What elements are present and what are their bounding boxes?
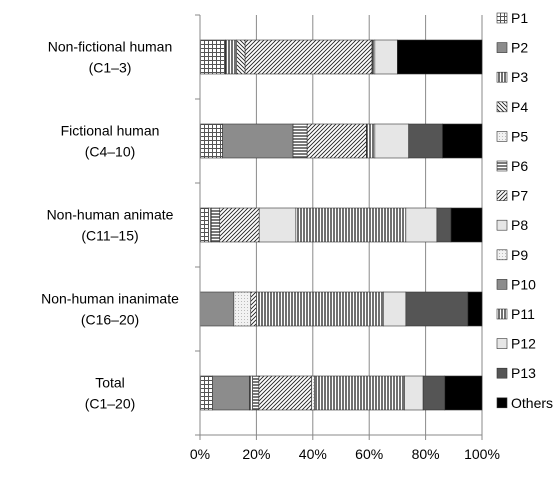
bar-segment-p8-cat3 <box>258 207 297 243</box>
bar-segment-p1-cat3 <box>199 207 209 243</box>
bar-segment-p6-cat5 <box>252 375 260 411</box>
category-label: Non-human animate <box>47 207 174 223</box>
x-tick-label: 40% <box>299 446 327 462</box>
bar-segment-p6-cat3 <box>210 207 221 243</box>
bar-segment-p3-cat5 <box>249 375 253 411</box>
bar-segment-p11-cat1 <box>371 39 376 75</box>
bar-segment-p11-cat3 <box>295 207 407 243</box>
legend-swatch-p11 <box>496 308 508 320</box>
bar-segment-p9-cat5 <box>311 375 315 411</box>
bar-segment-p3-cat1 <box>225 39 237 75</box>
bar-segment-p11-cat4 <box>256 291 384 327</box>
legend-swatch-p9 <box>496 249 508 261</box>
bar-segment-others-cat1 <box>397 39 483 75</box>
category-label: Fictional human <box>61 123 160 139</box>
legend-label-p9: P9 <box>511 247 528 263</box>
bar-segment-p13-cat5 <box>422 375 446 411</box>
legend-label-p2: P2 <box>511 40 528 56</box>
bar-segment-p12-cat5 <box>404 375 424 411</box>
legend-label-p11: P11 <box>511 306 535 322</box>
legend-label-p12: P12 <box>511 336 536 352</box>
category-label: Non-fictional human <box>48 39 173 55</box>
bar-segment-p7-cat4 <box>250 291 257 327</box>
bar-segment-others-cat3 <box>450 207 483 243</box>
bar-segment-p6-cat2 <box>292 123 308 159</box>
bar-segment-others-cat4 <box>467 291 483 327</box>
legend-label-p4: P4 <box>511 99 528 115</box>
axes <box>195 14 483 440</box>
bar-segment-p7-cat3 <box>219 207 260 243</box>
bar-segment-p1-cat1 <box>199 39 226 75</box>
category-label: (C1–20) <box>85 396 136 412</box>
bar-segment-p7-cat1 <box>244 39 373 75</box>
legend-label-others: Others <box>511 395 553 411</box>
category-label: (C16–20) <box>81 312 139 328</box>
bar-segment-p11-cat2 <box>366 123 376 159</box>
category-label: (C11–15) <box>81 228 138 244</box>
legend-swatch-p1 <box>496 12 508 24</box>
legend-label-p6: P6 <box>511 158 528 174</box>
bar-segment-p12-cat4 <box>382 291 407 327</box>
bar-segment-p1-cat2 <box>199 123 223 159</box>
legend-label-p5: P5 <box>511 128 528 144</box>
bar-segment-p13-cat4 <box>405 291 469 327</box>
bar-segment-p1-cat5 <box>199 375 213 411</box>
category-label: Total <box>95 375 125 391</box>
legend-swatch-p10 <box>496 279 508 290</box>
category-label: (C1–3) <box>89 60 132 76</box>
legend-swatch-p13 <box>496 367 508 379</box>
x-tick-labels: 0% 20% 40% 60% 80% 100% <box>190 446 500 462</box>
bar-segment-p2-cat4 <box>199 291 235 327</box>
category-label: (C4–10) <box>85 144 136 160</box>
bar-segment-p12-cat1 <box>374 39 398 75</box>
legend-swatch-others <box>496 397 508 409</box>
legend-label-p3: P3 <box>511 69 528 85</box>
legend: P1 P2 P3 P4 P5 P6 P7 P8 P9 P10 P11 P12 P13 Others <box>496 10 553 411</box>
x-tick-label: 20% <box>242 446 270 462</box>
legend-label-p13: P13 <box>511 365 536 381</box>
category-label: Non-human inanimate <box>41 291 179 307</box>
bar-segment-p3-cat3 <box>208 207 212 243</box>
legend-swatch-p6 <box>496 160 508 172</box>
bar-segment-others-cat2 <box>442 123 483 159</box>
bar-segment-p13-cat3 <box>436 207 452 243</box>
x-tick-label: 100% <box>464 446 500 462</box>
legend-swatch-p8 <box>496 219 508 231</box>
legend-swatch-p2 <box>496 42 508 53</box>
legend-label-p1: P1 <box>511 10 528 26</box>
bars <box>199 39 483 411</box>
x-tick-label: 60% <box>355 446 383 462</box>
legend-label-p7: P7 <box>511 188 528 204</box>
bar-segment-p12-cat3 <box>405 207 438 243</box>
bar-segment-p12-cat2 <box>374 123 409 159</box>
x-tick-label: 0% <box>190 446 210 462</box>
bar-segment-p4-cat1 <box>236 39 246 75</box>
legend-swatch-p3 <box>496 71 508 83</box>
legend-label-p8: P8 <box>511 217 528 233</box>
legend-swatch-p12 <box>496 338 508 349</box>
x-tick-label: 80% <box>412 446 440 462</box>
legend-swatch-p5 <box>496 131 508 142</box>
bar-segment-p7-cat5 <box>258 375 312 411</box>
legend-swatch-p7 <box>496 190 508 201</box>
bar-segment-p7-cat2 <box>306 123 367 159</box>
bar-segment-p2-cat2 <box>222 123 294 159</box>
bar-segment-others-cat5 <box>444 375 483 411</box>
legend-label-p10: P10 <box>511 276 536 292</box>
bar-segment-p13-cat2 <box>408 123 443 159</box>
bar-segment-p2-cat5 <box>212 375 250 411</box>
legend-swatch-p4 <box>496 101 508 113</box>
bar-segment-p11-cat5 <box>314 375 405 411</box>
category-labels: Non-fictional human (C1–3) Fictional human… <box>41 39 179 412</box>
bar-segment-p5-cat4 <box>233 291 252 327</box>
